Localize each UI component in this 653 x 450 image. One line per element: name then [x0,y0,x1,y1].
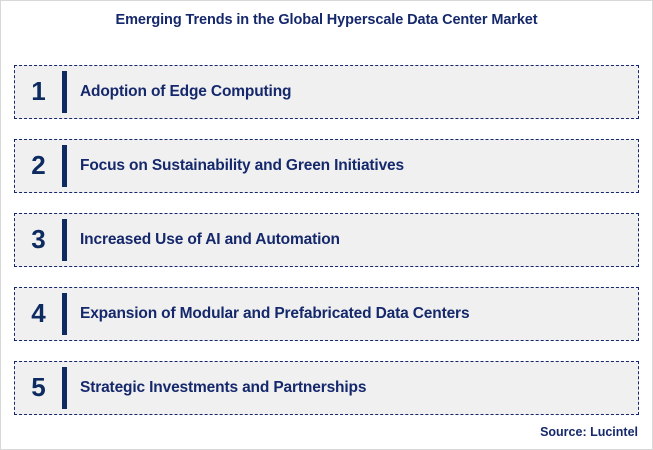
trend-row-4: 4 Expansion of Modular and Prefabricated… [14,287,639,341]
trend-label-5: Strategic Investments and Partnerships [80,378,367,396]
trend-list: 1 Adoption of Edge Computing 2 Focus on … [14,65,639,415]
trend-divider-icon-4 [62,293,67,335]
page-title: Emerging Trends in the Global Hyperscale… [115,12,538,28]
trend-number-3: 3 [31,224,46,254]
trend-label-2: Focus on Sustainability and Green Initia… [80,156,404,174]
trend-row-3: 3 Increased Use of AI and Automation [14,213,639,267]
trend-row-5: 5 Strategic Investments and Partnerships [14,361,639,415]
trend-number-1: 1 [31,76,46,106]
trend-divider-icon-3 [62,219,67,261]
trend-label-3: Increased Use of AI and Automation [80,230,340,248]
trend-label-1: Adoption of Edge Computing [80,82,292,100]
trend-divider-icon-2 [62,145,67,187]
trend-number-2: 2 [31,150,46,180]
trend-row-1: 1 Adoption of Edge Computing [14,65,639,119]
trend-row-2: 2 Focus on Sustainability and Green Init… [14,139,639,193]
trend-label-4: Expansion of Modular and Prefabricated D… [80,304,470,322]
trend-divider-icon-5 [62,367,67,409]
trend-divider-icon-1 [62,71,67,113]
trend-number-4: 4 [31,298,46,328]
trend-number-5: 5 [31,372,46,402]
source-note: Source: Lucintel [540,425,638,439]
